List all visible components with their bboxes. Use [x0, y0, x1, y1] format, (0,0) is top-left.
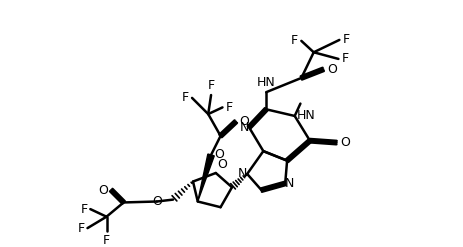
Text: HN: HN	[297, 109, 315, 123]
Text: F: F	[81, 203, 88, 216]
Text: F: F	[342, 52, 350, 65]
Text: N: N	[238, 167, 247, 181]
Polygon shape	[198, 154, 214, 202]
Text: O: O	[327, 63, 337, 76]
Text: O: O	[214, 148, 224, 162]
Text: N: N	[285, 177, 294, 190]
Text: N: N	[240, 121, 249, 134]
Text: F: F	[207, 79, 215, 92]
Text: F: F	[225, 101, 232, 114]
Text: F: F	[182, 91, 189, 104]
Text: O: O	[218, 158, 228, 171]
Text: F: F	[77, 222, 85, 235]
Text: HN: HN	[257, 76, 275, 89]
Text: F: F	[343, 33, 350, 46]
Text: O: O	[340, 136, 350, 149]
Text: O: O	[152, 195, 162, 208]
Text: F: F	[290, 34, 298, 47]
Text: F: F	[103, 234, 110, 247]
Text: O: O	[239, 115, 250, 128]
Text: O: O	[99, 184, 108, 197]
